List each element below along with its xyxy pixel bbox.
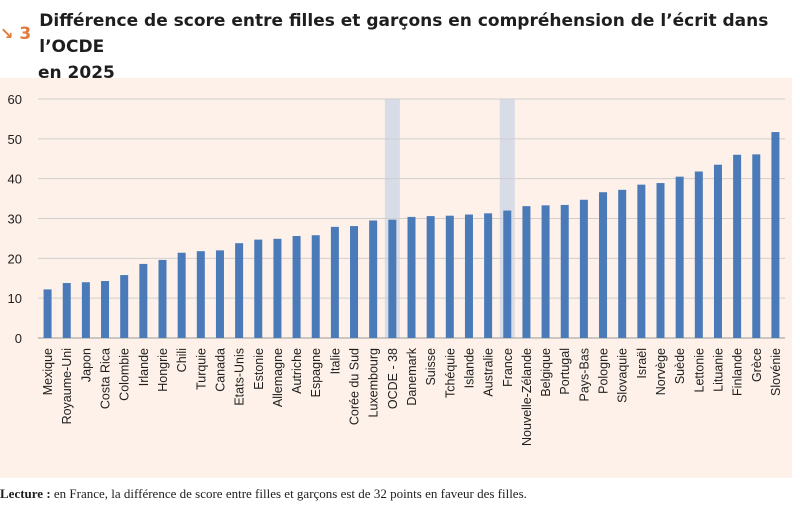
bar bbox=[426, 216, 435, 338]
x-tick-label: Australie bbox=[482, 348, 496, 397]
x-tick-label: Suède bbox=[673, 348, 687, 384]
bar bbox=[101, 281, 110, 338]
x-tick-label: Allemagne bbox=[271, 348, 285, 407]
y-tick-label: 20 bbox=[8, 251, 22, 266]
y-tick-label: 0 bbox=[15, 331, 22, 346]
bar-chart: 0 10 20 30 40 50 60 Mexique Royaume-Uni Japon Cost… bbox=[8, 92, 785, 446]
bar bbox=[560, 204, 569, 338]
arrow-down-right-icon: ↘ bbox=[0, 24, 14, 43]
x-tick-label: Israël bbox=[635, 348, 649, 379]
bar bbox=[541, 205, 550, 338]
bar bbox=[503, 210, 512, 338]
y-tick-label: 10 bbox=[8, 291, 22, 306]
bar bbox=[637, 184, 646, 338]
chart-title: ↘ 3 Différence de score entre filles et … bbox=[0, 8, 790, 86]
bar bbox=[388, 219, 397, 338]
bar bbox=[235, 243, 244, 338]
bar bbox=[713, 164, 722, 338]
x-tick-label: France bbox=[501, 348, 515, 387]
x-tick-label: Chili bbox=[175, 348, 189, 372]
bar bbox=[311, 235, 320, 338]
x-tick-label: Portugal bbox=[558, 348, 572, 395]
bar bbox=[694, 171, 703, 338]
x-tick-label: Mexique bbox=[41, 348, 55, 395]
x-tick-label: Autriche bbox=[290, 348, 304, 394]
x-tick-label: Tchéquie bbox=[443, 348, 457, 398]
bar bbox=[675, 176, 684, 338]
bar bbox=[350, 226, 359, 338]
bar bbox=[656, 183, 665, 338]
caption-text: en France, la différence de score entre … bbox=[50, 486, 527, 501]
x-tick-label: Norvège bbox=[654, 348, 668, 395]
y-tick-label: 50 bbox=[8, 132, 22, 147]
x-tick-label: Corée du Sud bbox=[348, 348, 362, 425]
x-tick-label: Etats-Unis bbox=[233, 348, 247, 406]
x-tick-label: Estonie bbox=[252, 348, 266, 390]
x-tick-label: Espagne bbox=[309, 348, 323, 397]
bar bbox=[599, 192, 608, 338]
bar bbox=[254, 239, 263, 338]
bar bbox=[445, 215, 454, 338]
x-tick-label: Slovaquie bbox=[616, 348, 630, 403]
figure-number: 3 bbox=[19, 24, 32, 44]
x-tick-label: Slovénie bbox=[769, 348, 783, 396]
bar bbox=[62, 283, 71, 338]
x-tick-label: Costa Rica bbox=[99, 348, 113, 409]
x-tick-label: Lituanie bbox=[711, 348, 725, 392]
bar bbox=[215, 250, 224, 338]
y-tick-label: 30 bbox=[8, 212, 22, 227]
x-tick-label: Nouvelle-Zélande bbox=[520, 348, 534, 446]
bar bbox=[120, 275, 129, 338]
chart-panel: 0 10 20 30 40 50 60 Mexique Royaume-Uni Japon Cost… bbox=[0, 78, 792, 478]
x-tick-label: Pays-Bas bbox=[577, 348, 591, 402]
x-tick-label: Grèce bbox=[750, 348, 764, 382]
bar bbox=[771, 132, 780, 338]
x-tick-label: Lettonie bbox=[692, 348, 706, 393]
bar bbox=[139, 263, 148, 338]
bar bbox=[484, 213, 493, 338]
bar bbox=[196, 251, 205, 338]
x-tick-label: Irlande bbox=[137, 348, 151, 386]
x-tick-label: Islande bbox=[462, 348, 476, 388]
bar bbox=[177, 252, 186, 338]
bar bbox=[273, 238, 282, 338]
caption: Lecture : en France, la différence de sc… bbox=[0, 486, 800, 502]
bar bbox=[81, 282, 90, 338]
bar bbox=[752, 154, 761, 338]
x-tick-label: Pologne bbox=[597, 348, 611, 394]
caption-label: Lecture : bbox=[0, 486, 51, 501]
x-tick-label: Suisse bbox=[424, 348, 438, 386]
bar bbox=[733, 154, 742, 338]
x-tick-label: Luxembourg bbox=[367, 348, 381, 418]
x-tick-label: Royaume-Uni bbox=[60, 348, 74, 424]
bar bbox=[158, 259, 167, 338]
y-tick-label: 40 bbox=[8, 172, 22, 187]
bar bbox=[369, 220, 378, 338]
x-tick-label: OCDE - 38 bbox=[386, 348, 400, 409]
x-tick-label: Colombie bbox=[118, 348, 132, 401]
bar bbox=[522, 206, 531, 338]
bar bbox=[618, 189, 627, 338]
x-tick-label: Canada bbox=[213, 348, 227, 392]
bar bbox=[330, 226, 339, 338]
x-tick-label: Belgique bbox=[539, 348, 553, 397]
x-tick-label: Danemark bbox=[405, 347, 419, 405]
bar bbox=[292, 236, 301, 338]
x-tick-label: Italie bbox=[328, 348, 342, 374]
x-tick-label: Finlande bbox=[731, 348, 745, 396]
title-text-line1: Différence de score entre filles et garç… bbox=[39, 11, 769, 57]
bar bbox=[579, 199, 588, 338]
x-tick-label: Japon bbox=[79, 348, 93, 382]
bar bbox=[407, 216, 416, 338]
x-tick-label: Hongrie bbox=[156, 348, 170, 392]
bar bbox=[464, 214, 473, 338]
bar bbox=[43, 289, 52, 338]
x-tick-label: Turquie bbox=[194, 348, 208, 390]
y-tick-label: 60 bbox=[8, 92, 22, 107]
